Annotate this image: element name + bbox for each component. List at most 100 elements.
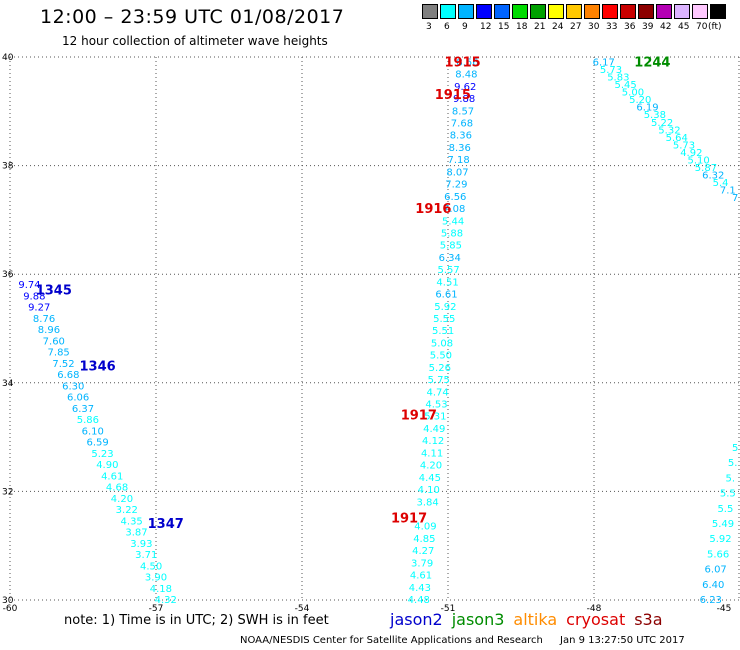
wave-height-value: 5.75 (428, 375, 450, 386)
wave-height-value: 4.09 (414, 522, 436, 533)
wave-height-value: 5.64 (666, 133, 688, 144)
y-tick-label: 30 (2, 596, 14, 606)
wave-height-value: 4.61 (410, 571, 432, 582)
wave-height-value: 9.88 (453, 94, 475, 105)
wave-height-value: 6.34 (439, 253, 461, 264)
satellite-legend: jason2 jason3 altika cryosat s3a (390, 610, 672, 629)
legend-swatch (584, 4, 600, 19)
timestamp-text: Jan 9 13:27:50 UTC 2017 (560, 635, 685, 646)
wave-height-value: 4.45 (419, 473, 441, 484)
legend-swatch (440, 4, 456, 19)
wave-height-value: 5.87 (695, 163, 717, 174)
wave-height-value: 4.90 (96, 460, 118, 471)
wave-height-value: 5.26 (429, 363, 451, 374)
wave-height-value: 6.30 (62, 381, 84, 392)
wave-height-value: 3.71 (135, 550, 157, 561)
legend-swatch (530, 4, 546, 19)
legend-label: 15 (498, 22, 510, 32)
wave-height-value: 6.19 (636, 103, 658, 114)
wave-height-value: 6.10 (82, 426, 104, 437)
wave-height-value: 5.23 (91, 449, 113, 460)
wave-height-value: 5.38 (644, 110, 666, 121)
wave-height-value: 3.93 (130, 539, 152, 550)
legend-label: 9 (462, 22, 468, 32)
satellite-legend-item: altika (513, 610, 558, 629)
wave-height-value: 4.49 (423, 424, 445, 435)
wave-height-value: 5. (725, 473, 735, 484)
pass-label: 1916 (415, 202, 451, 217)
y-tick-label: 32 (2, 487, 13, 497)
wave-height-value: 5.08 (431, 338, 453, 349)
legend-label: (ft) (708, 22, 722, 32)
wave-height-value: 5.92 (434, 302, 456, 313)
credit-text: NOAA/NESDIS Center for Satellite Applica… (240, 635, 543, 646)
wave-height-value: 4.27 (412, 546, 434, 557)
map-subtitle: 12 hour collection of altimeter wave hei… (62, 34, 328, 48)
wave-height-value: 6.68 (57, 370, 79, 381)
wave-height-value: 5.5 (717, 504, 733, 515)
wave-height-value: 7 (732, 193, 738, 204)
track: 9.749.889.278.768.967.607.857.526.686.30… (18, 280, 177, 606)
wave-height-value: 3.22 (116, 505, 138, 516)
legend-swatch (458, 4, 474, 19)
legend-swatch (422, 4, 438, 19)
x-tick-label: -45 (717, 604, 732, 614)
wave-height-value: 4.50 (140, 561, 162, 572)
x-tick-label: -57 (149, 604, 164, 614)
legend-label: 33 (606, 22, 618, 32)
wave-height-value: 9.27 (28, 303, 50, 314)
wave-height-value: 8.36 (449, 143, 471, 154)
note-text: note: 1) Time is in UTC; 2) SWH is in fe… (64, 613, 329, 628)
wave-height-value: 6.59 (86, 438, 108, 449)
wave-height-value: 5.85 (440, 241, 462, 252)
legend-swatch (656, 4, 672, 19)
wave-height-value: 7.18 (447, 155, 469, 166)
wave-height-value: 7.29 (445, 180, 467, 191)
legend-label: 39 (642, 22, 654, 32)
wave-height-value: 3.87 (125, 528, 147, 539)
legend-label: 42 (660, 22, 672, 32)
track: 6.175.735.835.455.005.206.195.385.225.32… (593, 57, 739, 204)
wave-height-value: 4.48 (408, 595, 430, 606)
wave-height-value: 6.56 (444, 192, 466, 203)
wave-height-value: 5.44 (442, 216, 464, 227)
wave-height-value: 6.23 (700, 595, 722, 606)
satellite-legend-item: s3a (634, 610, 663, 629)
axis-labels: -60 -57 -54 -51 -48 -45 40 38 36 34 32 30 (2, 53, 731, 614)
wave-height-value: 4.10 (418, 485, 440, 496)
wave-height-value: 8.96 (38, 325, 60, 336)
wave-height-value: 9.88 (23, 291, 45, 302)
legend-label: 36 (624, 22, 636, 32)
wave-height-value: 5.73 (600, 65, 622, 76)
pass-label: 1347 (148, 517, 184, 532)
wave-height-value: 5 (732, 443, 738, 454)
wave-height-value: 5.92 (709, 534, 731, 545)
wave-height-value: 3.90 (145, 573, 167, 584)
wave-height-value: 7.52 (52, 359, 74, 370)
y-tick-label: 34 (2, 379, 14, 389)
wave-height-value: 4.43 (409, 583, 431, 594)
footer-credit: NOAA/NESDIS Center for Satellite Applica… (240, 635, 685, 646)
legend-label: 18 (516, 22, 528, 32)
wave-height-value: 7.08 (443, 204, 465, 215)
wave-height-value: 4.51 (436, 277, 458, 288)
x-tick-label: -60 (3, 604, 18, 614)
wave-height-value: 6.32 (702, 171, 724, 182)
legend-label: 24 (552, 22, 564, 32)
wave-height-value: 9.74 (18, 280, 40, 291)
legend-swatch (692, 4, 708, 19)
wave-height-value: 3.79 (411, 558, 433, 569)
pass-label: 1345 (36, 283, 72, 298)
wave-height-value: 5. (728, 458, 738, 469)
wave-height-value: 6.61 (435, 290, 457, 301)
legend-label: 70 (696, 22, 708, 32)
wave-height-value: 5.66 (707, 549, 729, 560)
wave-height-value: 5.45 (615, 80, 637, 91)
wave-height-value: 5.88 (441, 228, 463, 239)
wave-height-value: 4.20 (420, 461, 442, 472)
wave-height-value: 5.32 (658, 125, 680, 136)
y-tick-label: 40 (2, 53, 14, 63)
legend-swatch (494, 4, 510, 19)
x-tick-label: -51 (441, 604, 456, 614)
legend-swatch (620, 4, 636, 19)
